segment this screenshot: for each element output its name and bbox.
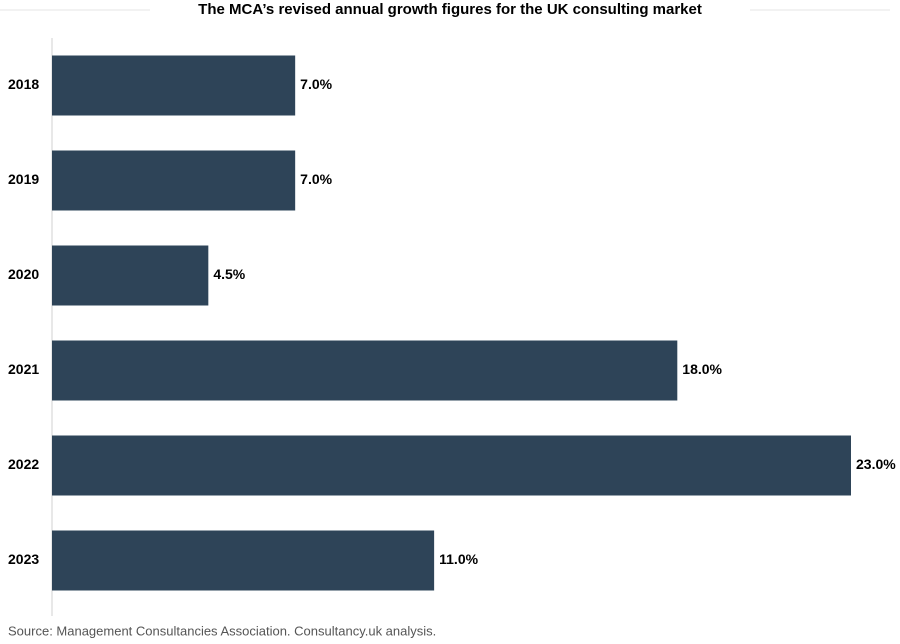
y-tick-label: 2022 <box>8 456 39 472</box>
source-note: Source: Management Consultancies Associa… <box>8 623 436 638</box>
y-tick-label: 2020 <box>8 266 39 282</box>
data-label: 7.0% <box>300 171 332 187</box>
data-label: 23.0% <box>856 456 896 472</box>
bar <box>52 245 209 306</box>
data-label: 18.0% <box>682 361 722 377</box>
bar <box>52 530 435 591</box>
bar <box>52 435 851 496</box>
bar <box>52 150 296 211</box>
y-tick-label: 2018 <box>8 76 39 92</box>
data-label: 7.0% <box>300 76 332 92</box>
bar <box>52 340 678 401</box>
chart-title: The MCA’s revised annual growth figures … <box>198 1 702 18</box>
bar <box>52 55 296 116</box>
title-backdrop <box>150 0 750 20</box>
y-tick-label: 2023 <box>8 551 39 567</box>
y-tick-label: 2019 <box>8 171 39 187</box>
data-label: 4.5% <box>213 266 245 282</box>
y-tick-label: 2021 <box>8 361 39 377</box>
data-label: 11.0% <box>439 551 478 567</box>
